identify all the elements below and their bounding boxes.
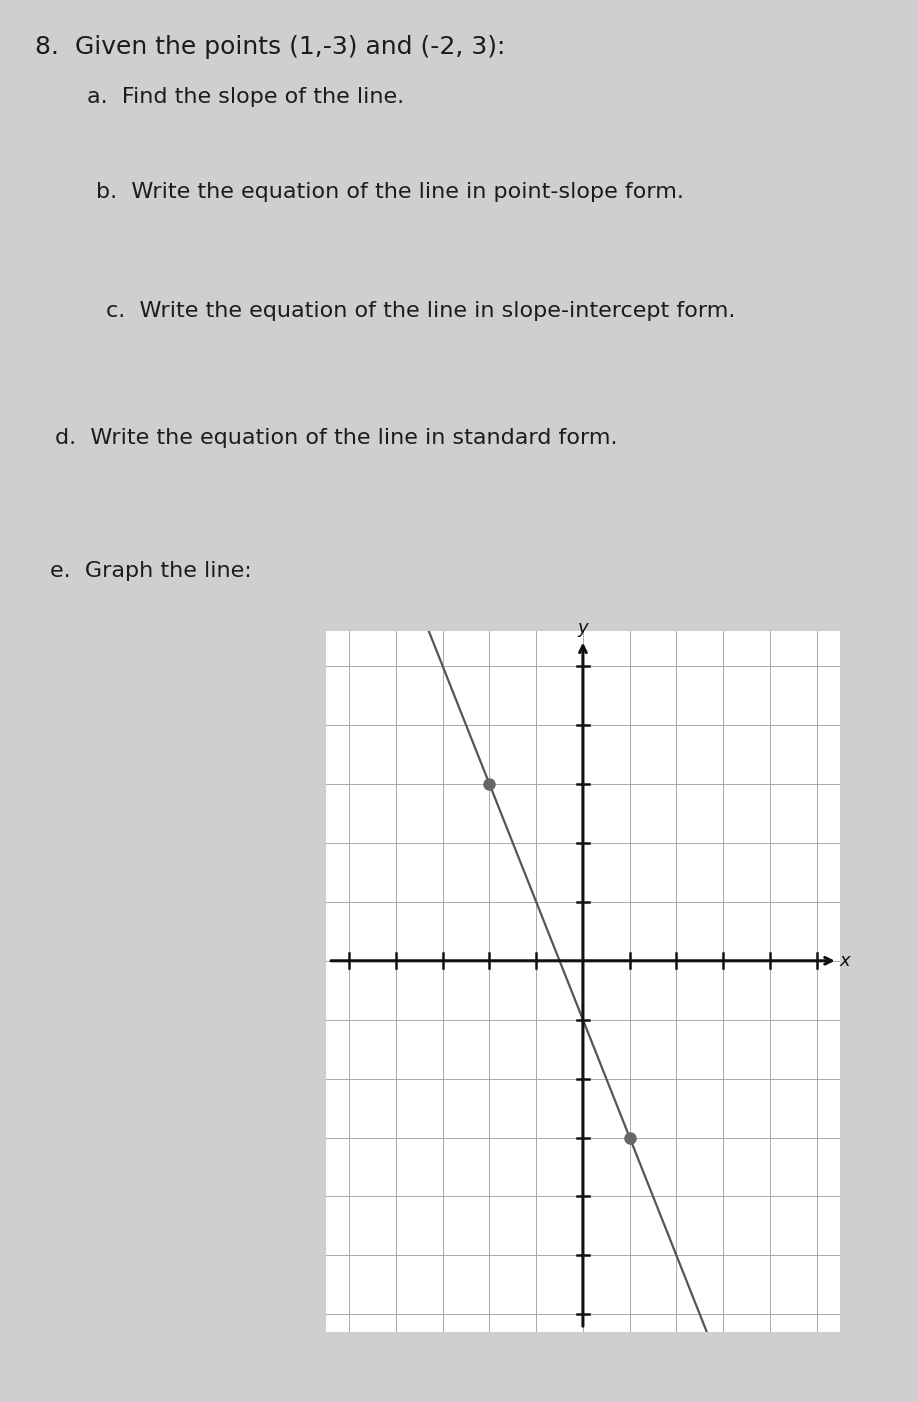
Text: y: y <box>577 618 588 637</box>
Text: 8.  Given the points (1,-3) and (-2, 3):: 8. Given the points (1,-3) and (-2, 3): <box>35 35 505 59</box>
Text: b.  Write the equation of the line in point-slope form.: b. Write the equation of the line in poi… <box>96 182 684 202</box>
Text: d.  Write the equation of the line in standard form.: d. Write the equation of the line in sta… <box>55 428 618 447</box>
Text: e.  Graph the line:: e. Graph the line: <box>50 561 252 580</box>
Text: x: x <box>839 952 850 970</box>
Text: a.  Find the slope of the line.: a. Find the slope of the line. <box>87 87 404 107</box>
Text: c.  Write the equation of the line in slope-intercept form.: c. Write the equation of the line in slo… <box>106 301 735 321</box>
